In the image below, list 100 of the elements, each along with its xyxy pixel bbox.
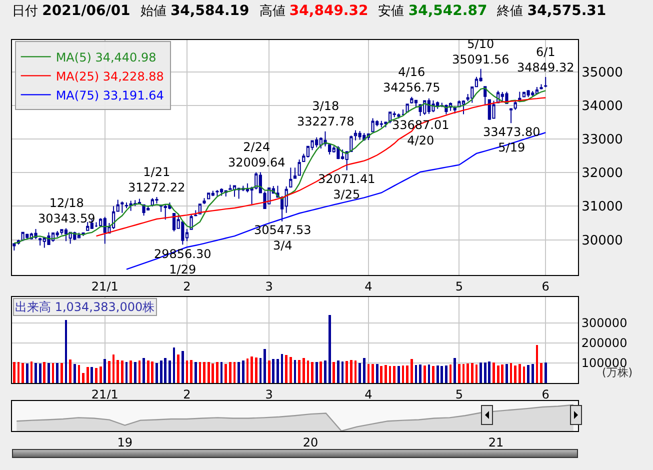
y-tick-label: 200000 [581, 336, 628, 350]
bar [164, 358, 167, 383]
annotation: 6/1 34849.32 [517, 45, 574, 75]
bar [151, 362, 154, 383]
y-tick-label: 33000 [582, 132, 623, 148]
bar [436, 365, 439, 383]
legend-label: MA(25) 34,228.88 [56, 69, 164, 84]
candlestick [94, 222, 98, 228]
candlestick [462, 100, 466, 115]
candlestick [202, 198, 206, 205]
bar [320, 361, 322, 383]
bar [480, 362, 482, 383]
bar [168, 360, 171, 383]
x-tick-label: 3 [265, 387, 273, 402]
candlestick [354, 130, 358, 141]
bar [120, 360, 124, 383]
bar [285, 355, 288, 383]
annotation: 12/18 30343.59 [38, 196, 96, 226]
x-tick-label: 19 [117, 435, 133, 450]
candlestick [540, 84, 543, 90]
bar [432, 366, 434, 383]
candlestick [484, 86, 487, 106]
y-tick-label: 34000 [582, 99, 623, 114]
bar [86, 367, 89, 383]
bar [60, 363, 63, 383]
candlestick [155, 196, 158, 204]
bar [272, 359, 275, 383]
bar [104, 359, 106, 383]
bar [116, 360, 120, 383]
bar [492, 362, 495, 383]
bar [238, 362, 240, 383]
bar [311, 362, 314, 383]
bar [358, 363, 361, 383]
bar [224, 364, 228, 383]
bar [22, 363, 24, 383]
bar [445, 365, 448, 383]
candlestick [397, 113, 400, 120]
candlestick [328, 144, 332, 155]
bar [26, 363, 28, 383]
x-tick-label: 21 [488, 435, 504, 450]
candlestick [509, 108, 513, 124]
bar [398, 366, 400, 383]
candlestick [522, 91, 526, 98]
candlestick [358, 130, 362, 140]
bar [250, 356, 253, 383]
bar [337, 360, 340, 383]
candlestick [492, 100, 496, 119]
candlestick [86, 221, 90, 231]
bar [540, 363, 542, 383]
candlestick [64, 228, 68, 242]
candlestick [401, 108, 405, 116]
bar [350, 360, 352, 383]
bar [470, 363, 474, 383]
x-tick-label: 20 [302, 435, 318, 450]
bar [216, 362, 218, 383]
bar [419, 364, 422, 383]
bar [506, 364, 508, 383]
bar [160, 360, 162, 383]
bar [99, 366, 102, 383]
y-tick-label: 300000 [581, 316, 628, 330]
bar [496, 365, 500, 383]
candlestick [124, 202, 128, 209]
x-tick-label: 2 [183, 279, 191, 294]
bar [501, 364, 504, 383]
candlestick [194, 210, 198, 217]
bar [406, 365, 409, 383]
bar [203, 362, 206, 383]
x-tick-label: 4 [364, 279, 372, 294]
candlestick [298, 159, 301, 176]
bar [212, 363, 214, 383]
bar [156, 363, 158, 383]
bar [298, 360, 301, 383]
bar [410, 359, 413, 383]
bar [302, 358, 305, 383]
annotation: 30547.53 3/4 [254, 223, 312, 253]
bar [82, 373, 84, 383]
legend-label: MA(5) 34,440.98 [56, 50, 156, 64]
bar [332, 362, 336, 383]
bar [466, 364, 470, 383]
y-tick-label: 31000 [582, 200, 623, 215]
bar [242, 360, 244, 383]
bar [38, 363, 42, 383]
bar [264, 349, 266, 383]
x-tick-label: 2 [183, 387, 191, 402]
bar [146, 360, 150, 383]
bar [324, 360, 326, 383]
annotation: 4/16 34256.75 [383, 65, 440, 95]
bar [544, 362, 547, 383]
annotation: 33473.80 5/19 [483, 125, 540, 155]
candlestick [535, 86, 539, 94]
bar [12, 362, 16, 383]
bar [488, 361, 491, 383]
candlestick [531, 90, 534, 97]
bar [384, 365, 387, 383]
bar [43, 362, 46, 383]
bar [134, 362, 136, 383]
bar [346, 361, 348, 383]
bar [207, 362, 210, 383]
bar [518, 364, 521, 383]
bar [315, 362, 318, 383]
